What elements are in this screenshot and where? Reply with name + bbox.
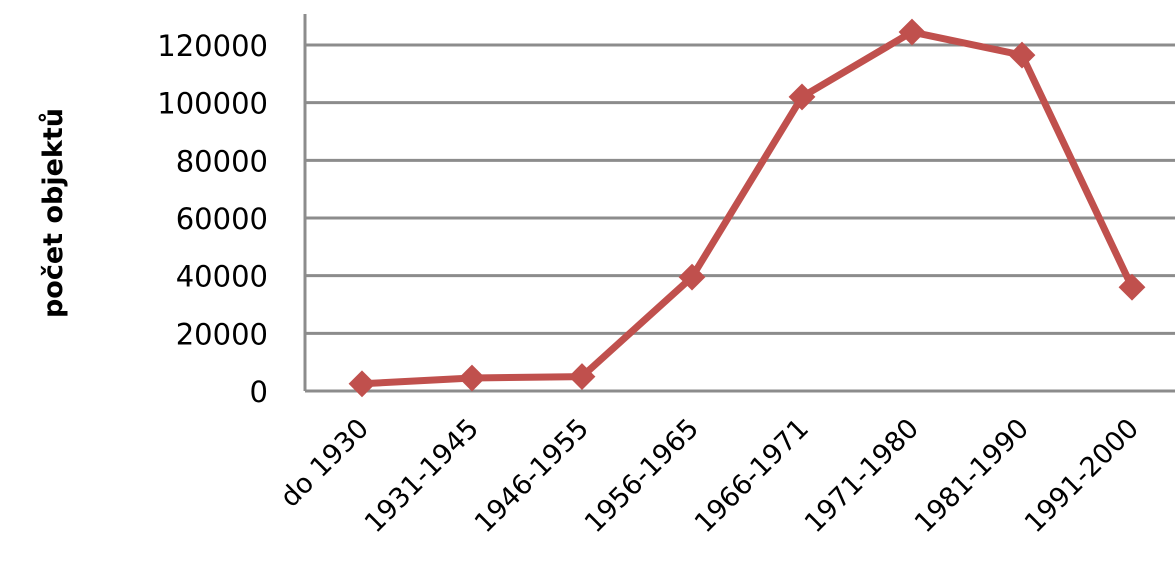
y-tick-label: 100000 xyxy=(157,87,268,121)
data-point-marker xyxy=(898,18,926,46)
y-tick-label: 60000 xyxy=(176,202,268,236)
x-tick-labels: do 19301931-19451946-19551956-19651966-1… xyxy=(275,413,1145,539)
data-point-marker xyxy=(788,83,816,111)
x-tick-label: do 1930 xyxy=(275,413,375,513)
data-point-marker xyxy=(1118,273,1146,301)
y-tick-label: 40000 xyxy=(176,260,268,294)
data-point-marker xyxy=(568,363,596,390)
y-tick-label: 20000 xyxy=(176,317,268,351)
y-tick-label: 120000 xyxy=(157,29,268,63)
x-tick-label: 1931-1945 xyxy=(359,413,485,539)
data-point-marker xyxy=(458,364,486,392)
x-tick-label: 1971-1980 xyxy=(799,413,925,539)
series-line xyxy=(361,28,1136,388)
x-tick-label: 1991-2000 xyxy=(1019,413,1145,539)
y-tick-label: 80000 xyxy=(176,144,268,178)
x-tick-label: 1981-1990 xyxy=(909,413,1035,539)
series-line-group xyxy=(348,18,1146,398)
y-tick-label: 0 xyxy=(250,375,268,409)
x-tick-label: 1966-1971 xyxy=(689,413,815,539)
gridlines xyxy=(305,43,1175,335)
y-axis-label: počet objektů xyxy=(38,108,69,318)
x-tick-label: 1956-1965 xyxy=(579,413,705,539)
y-tick-labels: 0 20000 40000 60000 80000 100000 120000 xyxy=(157,29,268,409)
data-point-marker xyxy=(678,263,706,291)
data-point-marker xyxy=(348,370,376,398)
data-point-marker xyxy=(1008,41,1036,69)
x-tick-label: 1946-1955 xyxy=(469,413,595,539)
